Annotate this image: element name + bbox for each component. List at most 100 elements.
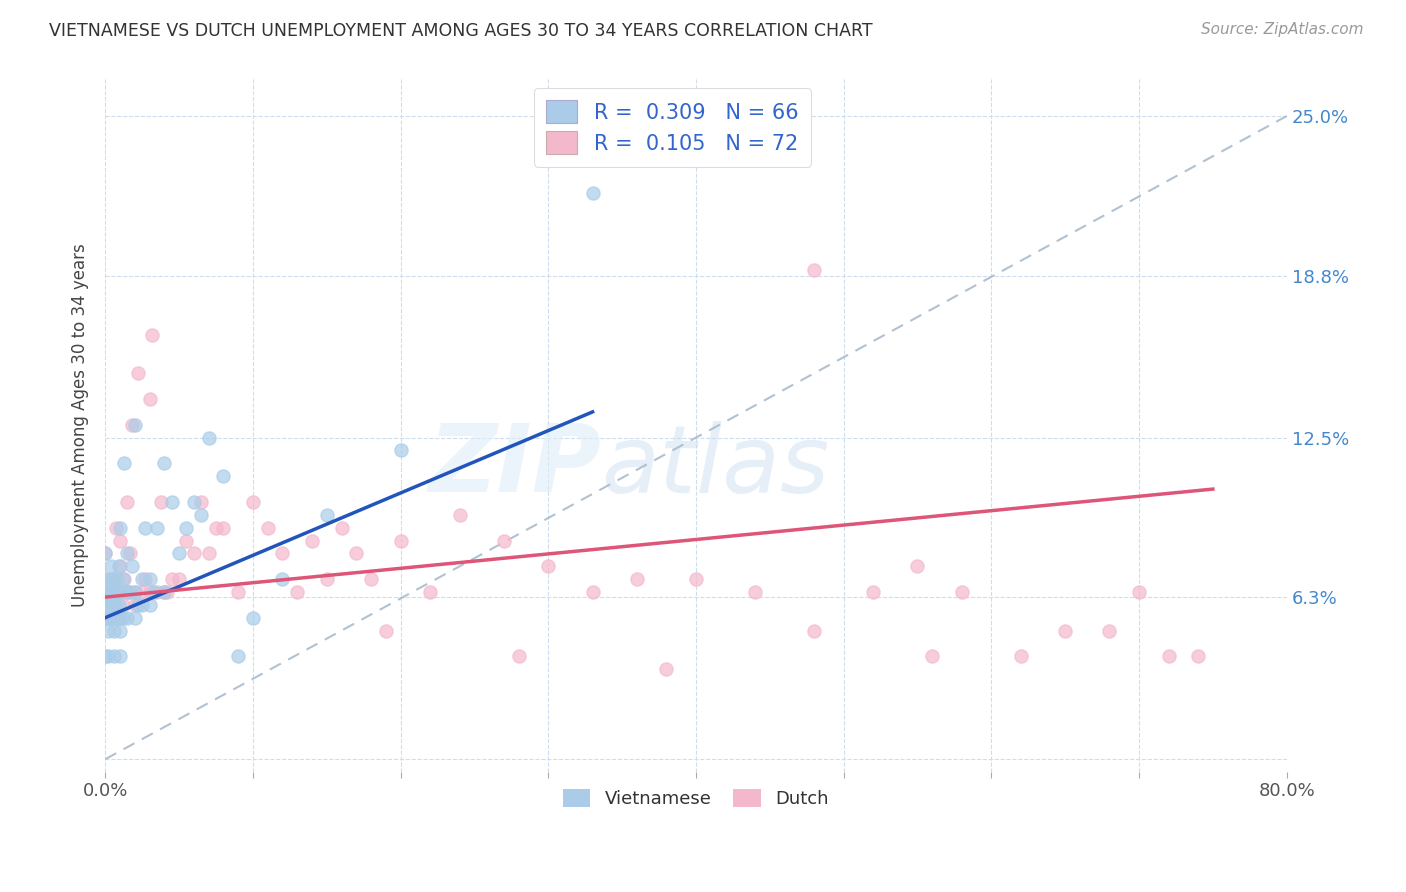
Point <box>146 585 169 599</box>
Point <box>419 585 441 599</box>
Point <box>134 572 156 586</box>
Point <box>101 598 124 612</box>
Point <box>190 495 212 509</box>
Point <box>94 546 117 560</box>
Point <box>508 649 530 664</box>
Point <box>107 559 129 574</box>
Point <box>127 598 149 612</box>
Point <box>104 598 127 612</box>
Point <box>271 572 294 586</box>
Point <box>94 585 117 599</box>
Point <box>138 585 160 599</box>
Point <box>97 624 120 638</box>
Point <box>94 546 117 560</box>
Point <box>105 611 128 625</box>
Point <box>108 611 131 625</box>
Point <box>131 598 153 612</box>
Point <box>112 456 135 470</box>
Point <box>108 649 131 664</box>
Point <box>100 611 122 625</box>
Point <box>97 649 120 664</box>
Point <box>1187 649 1209 664</box>
Point <box>138 572 160 586</box>
Point <box>94 611 117 625</box>
Point <box>950 585 973 599</box>
Point <box>389 443 412 458</box>
Point <box>120 585 142 599</box>
Point <box>153 585 176 599</box>
Point <box>111 572 134 586</box>
Point <box>862 585 884 599</box>
Point <box>108 521 131 535</box>
Point <box>197 546 219 560</box>
Point <box>330 521 353 535</box>
Point <box>190 508 212 522</box>
Point <box>134 521 156 535</box>
Point <box>100 559 122 574</box>
Point <box>537 559 560 574</box>
Point <box>360 572 382 586</box>
Point <box>94 572 117 586</box>
Point <box>626 572 648 586</box>
Point <box>1098 624 1121 638</box>
Point <box>104 585 127 599</box>
Point <box>94 572 117 586</box>
Point <box>153 456 176 470</box>
Point <box>492 533 515 548</box>
Point <box>117 546 139 560</box>
Point <box>100 585 122 599</box>
Point <box>315 572 337 586</box>
Point <box>160 572 183 586</box>
Point <box>124 585 146 599</box>
Point <box>301 533 323 548</box>
Point <box>167 572 190 586</box>
Point <box>107 598 129 612</box>
Point <box>103 649 125 664</box>
Point <box>141 327 163 342</box>
Point <box>138 598 160 612</box>
Point <box>121 559 143 574</box>
Point <box>183 495 205 509</box>
Point <box>105 572 128 586</box>
Point <box>803 263 825 277</box>
Point <box>197 431 219 445</box>
Point <box>581 585 603 599</box>
Point <box>112 572 135 586</box>
Point <box>100 572 122 586</box>
Point <box>212 521 235 535</box>
Text: Source: ZipAtlas.com: Source: ZipAtlas.com <box>1201 22 1364 37</box>
Point <box>98 598 121 612</box>
Point <box>256 521 278 535</box>
Point <box>907 559 929 574</box>
Point <box>107 585 129 599</box>
Point <box>118 585 141 599</box>
Text: ZIP: ZIP <box>429 420 602 512</box>
Text: VIETNAMESE VS DUTCH UNEMPLOYMENT AMONG AGES 30 TO 34 YEARS CORRELATION CHART: VIETNAMESE VS DUTCH UNEMPLOYMENT AMONG A… <box>49 22 873 40</box>
Point <box>1157 649 1180 664</box>
Point <box>124 598 146 612</box>
Point <box>108 533 131 548</box>
Point <box>124 611 146 625</box>
Point <box>1128 585 1150 599</box>
Point <box>655 662 678 676</box>
Point <box>103 624 125 638</box>
Point <box>124 417 146 432</box>
Point <box>131 585 153 599</box>
Point <box>271 546 294 560</box>
Point <box>1010 649 1032 664</box>
Point <box>146 521 169 535</box>
Point <box>226 649 249 664</box>
Point <box>344 546 367 560</box>
Point <box>744 585 766 599</box>
Point <box>104 521 127 535</box>
Point <box>160 495 183 509</box>
Point <box>183 546 205 560</box>
Point <box>156 585 179 599</box>
Point <box>285 585 308 599</box>
Point <box>94 590 117 604</box>
Point <box>389 533 412 548</box>
Point <box>685 572 707 586</box>
Point <box>120 546 142 560</box>
Point <box>153 585 176 599</box>
Point <box>101 585 124 599</box>
